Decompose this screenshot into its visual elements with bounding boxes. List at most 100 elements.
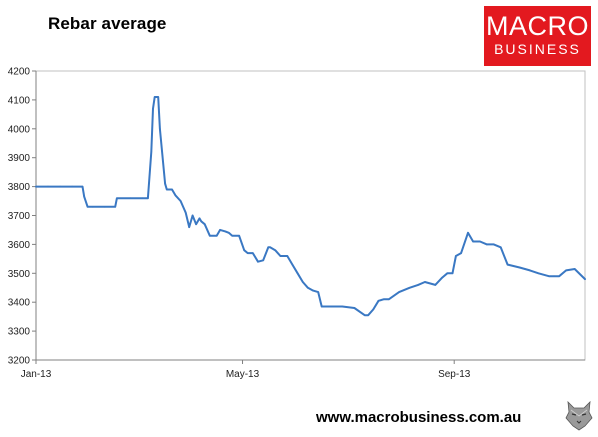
data-point [279, 255, 282, 257]
data-point [341, 305, 344, 308]
data-point [307, 287, 309, 289]
data-point [166, 188, 168, 191]
data-point [141, 197, 144, 199]
data-point [147, 197, 149, 199]
data-point [262, 259, 265, 262]
data-point [479, 240, 481, 243]
data-point [153, 96, 156, 98]
footer-url[interactable]: www.macrobusiness.com.au [316, 409, 522, 426]
plot-area [35, 70, 586, 361]
data-point [150, 151, 153, 153]
data-point [441, 276, 444, 279]
data-point [81, 185, 84, 188]
data-point [486, 243, 488, 246]
data-point [267, 246, 270, 249]
data-point [451, 272, 454, 275]
data-points [35, 96, 586, 317]
data-point [224, 230, 227, 233]
data-point [377, 300, 380, 302]
data-point [157, 96, 159, 98]
data-point [159, 128, 161, 130]
data-point [317, 291, 320, 293]
chart-title: Rebar average [48, 14, 167, 33]
data-point [171, 188, 173, 191]
data-point [327, 305, 330, 308]
y-tick-label: 3800 [8, 182, 31, 193]
data-point [243, 249, 245, 251]
data-point [252, 252, 254, 254]
data-point [506, 263, 509, 266]
x-tick-label: Jan-13 [21, 369, 52, 380]
data-point [228, 232, 230, 234]
data-point [231, 234, 233, 237]
data-point [573, 268, 576, 270]
data-point [179, 200, 182, 202]
data-point [269, 246, 271, 249]
data-point [408, 287, 411, 289]
data-point [116, 197, 118, 199]
data-point [291, 263, 294, 266]
y-tick-label: 3900 [8, 153, 31, 164]
data-point [398, 291, 400, 293]
data-point [86, 206, 89, 208]
data-point [246, 252, 249, 254]
data-point [35, 185, 37, 188]
data-point [302, 281, 304, 283]
y-tick-label: 3500 [8, 269, 31, 280]
data-point [353, 307, 356, 309]
macrobusiness-logo: MACRO BUSINESS [484, 6, 591, 66]
data-point [388, 298, 390, 301]
data-point [417, 284, 419, 286]
data-point [114, 206, 116, 208]
data-point [558, 275, 560, 278]
data-point [184, 211, 187, 214]
data-point [200, 220, 202, 223]
y-tick-label: 3200 [8, 356, 31, 367]
data-point [493, 243, 495, 246]
x-tick-label: Sep-13 [438, 369, 471, 380]
data-point [219, 229, 221, 231]
y-tick-label: 3700 [8, 211, 31, 222]
data-point [203, 223, 206, 225]
data-point [424, 281, 426, 283]
data-point [238, 234, 240, 237]
data-point [372, 308, 375, 311]
data-point [195, 223, 197, 225]
data-point [367, 314, 370, 317]
data-point [312, 289, 314, 292]
data-point [467, 232, 469, 234]
data-point [215, 234, 218, 237]
data-point [565, 269, 567, 272]
data-point [286, 255, 289, 257]
data-point [92, 206, 94, 208]
data-point [584, 278, 586, 280]
data-point [191, 214, 194, 217]
rebar-series-line [35, 96, 586, 317]
y-tick-label: 3400 [8, 298, 31, 309]
data-point [152, 107, 154, 110]
data-point [537, 272, 540, 275]
data-point [460, 252, 462, 254]
data-point [499, 246, 502, 249]
data-point [553, 275, 555, 278]
y-tick-label: 3300 [8, 327, 31, 338]
data-point [472, 240, 474, 243]
data-point [296, 272, 299, 275]
y-tick-label: 4000 [8, 124, 31, 135]
data-point [518, 266, 521, 269]
y-tick-label: 3600 [8, 240, 31, 251]
logo-line-macro: MACRO [486, 11, 589, 41]
data-point [198, 217, 201, 220]
data-point [129, 197, 132, 199]
x-tick-label: May-13 [226, 369, 260, 380]
data-point [145, 197, 147, 199]
data-point [104, 206, 106, 208]
data-point [257, 260, 259, 263]
data-point [434, 284, 437, 286]
y-tick-label: 4100 [8, 95, 31, 106]
data-point [47, 185, 49, 188]
logo-line-business: BUSINESS [494, 41, 581, 57]
data-point [83, 195, 85, 198]
wolf-mascot-icon [563, 396, 595, 432]
